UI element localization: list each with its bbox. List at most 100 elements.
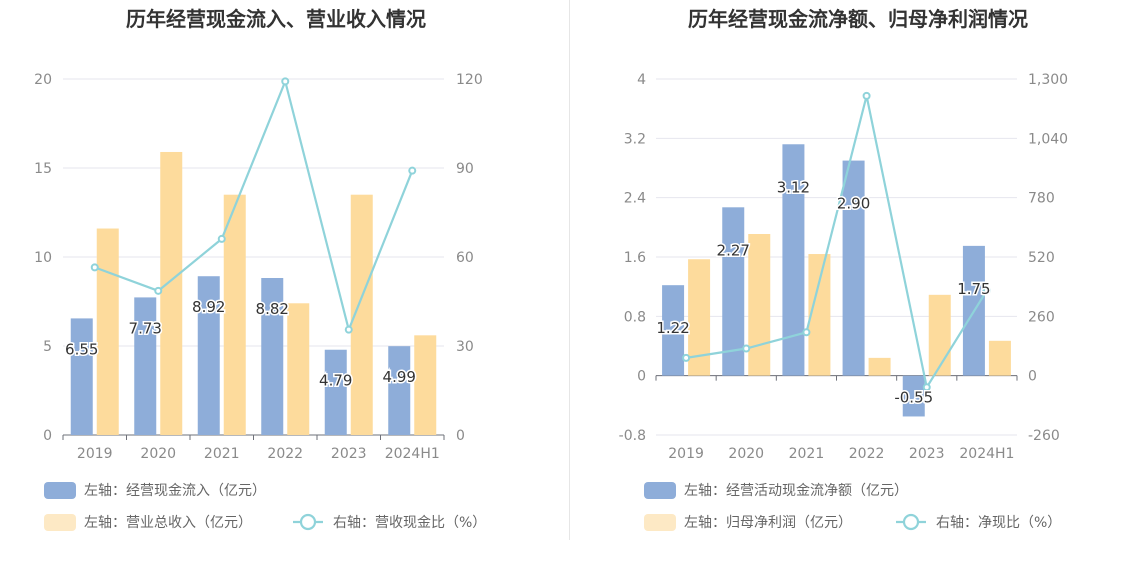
y-right-tick-label: 120 [456, 72, 483, 88]
bar-secondary [688, 259, 711, 376]
legend-label: 左轴：营业总收入（亿元） [84, 515, 252, 531]
legend-swatch [44, 514, 76, 531]
bar-secondary [350, 194, 373, 435]
line-point [982, 286, 991, 295]
line-point [281, 77, 290, 86]
y-right-tick-label: 1,040 [1028, 131, 1068, 147]
data-label: 6.55 [65, 340, 98, 358]
chart-title: 历年经营现金流入、营业收入情况 [126, 7, 426, 31]
y-left-tick-label: 0.8 [624, 309, 646, 325]
bar-primary [70, 318, 93, 435]
legend-swatch-marker [902, 513, 920, 531]
panel-divider [569, 0, 570, 540]
legend-label: 左轴：经营活动现金流净额（亿元） [684, 483, 908, 499]
line-point [217, 234, 226, 243]
chart-net-cashflow-profit: 历年经营现金流净额、归母净利润情况 -0.8 0 0.8 1.6 2.4 3.2 4 -260 0… [619, 7, 1068, 531]
line-point [682, 353, 691, 362]
y-left-tick-label: -0.8 [619, 428, 646, 444]
bar-secondary [868, 357, 891, 376]
y-right-tick-label: 520 [1028, 250, 1055, 266]
data-label: 8.92 [192, 298, 225, 316]
x-tick-label: 2022 [267, 446, 303, 462]
bar-secondary [287, 303, 310, 435]
x-tick-label: 2022 [849, 446, 885, 462]
y-left-tick-label: 10 [34, 250, 52, 266]
bar-primary [662, 285, 685, 376]
legend-label: 左轴：归母净利润（亿元） [684, 514, 852, 531]
line-series [685, 95, 988, 391]
x-tick-label: 2021 [204, 446, 240, 462]
y-left-tick-label: 4 [637, 72, 646, 88]
bar-secondary [414, 335, 437, 435]
bar-secondary [223, 194, 246, 435]
chart-title: 历年经营现金流净额、归母净利润情况 [688, 7, 1028, 31]
bar-secondary [748, 234, 771, 376]
bar-primary [261, 278, 284, 435]
y-left-tick-label: 0 [637, 369, 646, 385]
chart-cash-inflow-revenue: 历年经营现金流入、营业收入情况 0 5 10 15 20 0 30 60 90 120 2019 202… [34, 7, 486, 531]
data-label: 1.75 [957, 280, 990, 298]
bar-primary [388, 346, 411, 435]
y-left-tick-label: 0 [43, 428, 52, 444]
x-tick-label: 2023 [909, 446, 945, 462]
data-label: 3.12 [777, 178, 810, 196]
bar-secondary [808, 254, 831, 376]
y-left-tick-label: 15 [34, 161, 52, 177]
data-label: -0.55 [894, 388, 933, 406]
bar-secondary [96, 228, 119, 435]
bar-secondary [160, 151, 183, 436]
legend-swatch [44, 482, 76, 499]
y-right-tick-label: 0 [1028, 369, 1037, 385]
y-right-tick-label: 60 [456, 250, 474, 266]
bar-primary [842, 160, 865, 376]
data-label: 1.22 [656, 319, 689, 337]
y-right-tick-label: 30 [456, 339, 474, 355]
legend-label: 右轴：净现比（%） [936, 515, 1061, 531]
data-label: 2.90 [837, 195, 870, 213]
line-point [802, 328, 811, 337]
bar-primary [197, 276, 220, 435]
x-tick-label: 2021 [789, 446, 825, 462]
y-left-tick-label: 20 [34, 72, 52, 88]
bar-primary [324, 349, 347, 435]
y-left-tick-label: 3.2 [624, 131, 646, 147]
legend-label: 右轴：营收现金比（%） [333, 515, 486, 531]
y-right-tick-label: -260 [1028, 428, 1060, 444]
y-right-tick-label: 1,300 [1028, 72, 1068, 88]
legend-swatch [644, 514, 676, 531]
x-tick-label: 2024H1 [959, 446, 1014, 462]
legend-swatch [644, 482, 676, 499]
data-label: 8.82 [256, 300, 289, 318]
legend-swatch-marker [299, 513, 317, 531]
line-point [154, 286, 163, 295]
y-left-tick-label: 2.4 [624, 191, 646, 207]
data-label: 7.73 [129, 319, 162, 337]
y-right-tick-label: 260 [1028, 309, 1055, 325]
y-right-tick-label: 780 [1028, 191, 1055, 207]
line-point [862, 91, 871, 100]
y-left-tick-label: 1.6 [624, 250, 646, 266]
data-label: 2.27 [717, 241, 750, 259]
line-point [90, 263, 99, 272]
bar-primary [782, 144, 805, 376]
data-label: 4.99 [383, 368, 416, 386]
line-point [742, 344, 751, 353]
legend-label: 左轴：经营现金流入（亿元） [84, 483, 266, 499]
y-right-tick-label: 90 [456, 161, 474, 177]
bar-secondary [928, 294, 951, 376]
x-tick-label: 2020 [728, 446, 764, 462]
bar-primary [722, 207, 745, 376]
data-label: 4.79 [319, 372, 352, 390]
line-point [408, 166, 417, 175]
bar-secondary [988, 340, 1011, 376]
y-left-tick-label: 5 [43, 339, 52, 355]
line-point [922, 383, 931, 392]
x-tick-label: 2019 [668, 446, 704, 462]
line-point [344, 325, 353, 334]
x-tick-label: 2020 [140, 446, 176, 462]
x-tick-label: 2023 [331, 446, 367, 462]
y-right-tick-label: 0 [456, 428, 465, 444]
bar-primary [134, 297, 157, 435]
x-tick-label: 2019 [77, 446, 113, 462]
